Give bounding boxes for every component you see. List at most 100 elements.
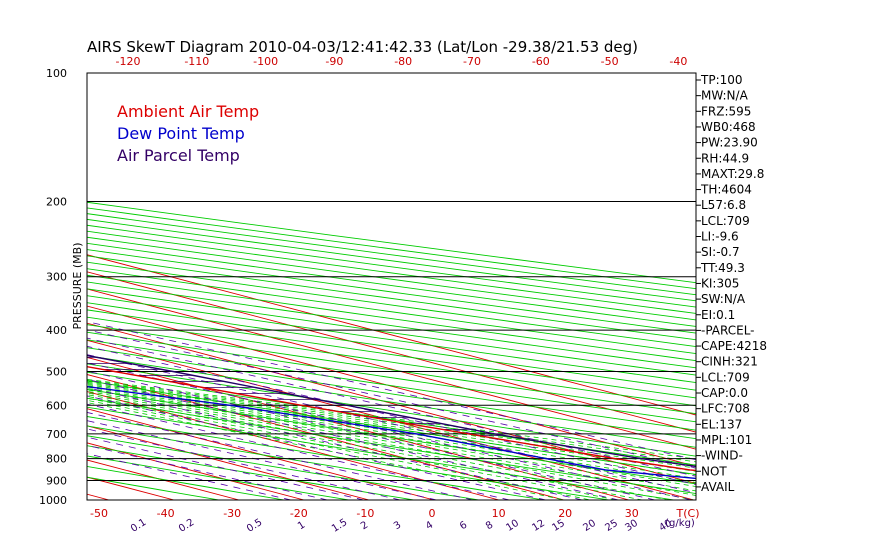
- mixing-ratio-tick-label: 30: [623, 518, 640, 534]
- mixing-ratio-tick-label: 4: [424, 520, 435, 533]
- dry-adiabat-line: [87, 242, 696, 327]
- moist-adiabat-line: [87, 390, 696, 496]
- stability-index: SW:N/A: [701, 292, 746, 306]
- moist-adiabat-line: [87, 392, 696, 500]
- stability-index: RH:44.9: [701, 151, 749, 165]
- dry-adiabat-line: [87, 416, 612, 500]
- moist-adiabat-line: [87, 396, 645, 500]
- pressure-tick-label: 800: [46, 453, 67, 466]
- pressure-tick-label: 900: [46, 474, 67, 487]
- pressure-tick-label: 300: [46, 271, 67, 284]
- dewpoint-temp-line: [87, 385, 696, 480]
- chart-title: AIRS SkewT Diagram 2010-04-03/12:41:42.3…: [87, 38, 638, 56]
- parcel-temp-line: [87, 354, 696, 468]
- dry-adiabat-line: [87, 435, 482, 500]
- stability-index: TP:100: [700, 73, 743, 87]
- mixing-ratio-tick-label: 2: [359, 520, 370, 533]
- pressure-tick-label: 1000: [39, 494, 67, 507]
- dry-adiabat-line: [87, 465, 287, 500]
- dry-adiabat-line: [87, 445, 417, 500]
- moist-adiabat-line: [87, 387, 696, 487]
- stability-index: EI:0.1: [701, 308, 735, 322]
- stability-index: NOT: [701, 464, 727, 478]
- dry-adiabat-line: [87, 316, 696, 407]
- stability-index: MW:N/A: [701, 89, 749, 103]
- bottom-temp-tick-label: -30: [223, 507, 241, 520]
- bottom-temp-tick-label: -40: [157, 507, 175, 520]
- pressure-tick-label: 200: [46, 196, 67, 209]
- temp-unit-label: T(C): [676, 507, 700, 520]
- legend-entry: Dew Point Temp: [117, 124, 245, 143]
- profiles: [87, 354, 696, 480]
- dry-adiabat-line: [87, 224, 696, 308]
- stability-index: L57:6.8: [701, 198, 746, 212]
- dry-adiabat-line: [87, 388, 696, 485]
- bottom-temp-tick-label: 30: [625, 507, 639, 520]
- top-temp-tick-label: -60: [532, 55, 550, 68]
- isotherm-line: [87, 356, 630, 500]
- stability-index: EL:137: [701, 417, 742, 431]
- stability-index: PW:23.90: [701, 136, 758, 150]
- bottom-temp-tick-label: -50: [90, 507, 108, 520]
- legend-entry: Ambient Air Temp: [117, 102, 259, 121]
- stability-index: TT:49.3: [700, 261, 745, 275]
- dry-adiabat-line: [87, 406, 677, 500]
- mixing-ratio-tick-label: 0.1: [129, 517, 148, 535]
- pressure-tick-label: 700: [46, 428, 67, 441]
- dry-adiabat-line: [87, 218, 696, 302]
- isotherm-line: [87, 305, 696, 467]
- pressure-tick-label: 500: [46, 365, 67, 378]
- isotherm-line: [87, 425, 370, 500]
- bottom-temp-tick-label: 0: [429, 507, 436, 520]
- y-axis-label: PRESSURE (MB): [71, 243, 84, 330]
- legend: Ambient Air Temp Dew Point Temp Air Parcel…: [117, 102, 259, 165]
- top-temp-tick-label: -50: [601, 55, 619, 68]
- top-temp-tick-label: -120: [116, 55, 141, 68]
- dry-adiabat-line: [87, 230, 696, 314]
- top-temp-tick-label: -110: [184, 55, 209, 68]
- stability-index: CAP:0.0: [701, 386, 748, 400]
- moist-adiabat-line: [87, 379, 696, 463]
- stability-index: MAXT:29.8: [701, 167, 764, 181]
- stability-index: CAPE:4218: [701, 339, 767, 353]
- stability-index: LFC:708: [701, 402, 750, 416]
- moist-adiabat-line: [87, 386, 696, 483]
- mixing-ratio-tick-label: 6: [458, 520, 469, 533]
- top-temp-tick-label: -100: [253, 55, 278, 68]
- mixing-ratio-tick-label: 20: [581, 518, 598, 534]
- dry-adiabat-line: [87, 455, 352, 500]
- mixing-ratio-tick-label: 8: [484, 520, 495, 533]
- dry-adiabat-line: [87, 331, 696, 423]
- isotherm-line: [87, 339, 695, 500]
- dry-adiabat-line: [87, 339, 696, 431]
- bottom-temp-tick-label: 20: [558, 507, 572, 520]
- isotherm-line: [87, 288, 696, 450]
- dry-adiabat-line: [87, 236, 696, 321]
- stability-index: LCL:709: [701, 214, 750, 228]
- dry-adiabat-line: [87, 201, 696, 284]
- pressure-tick-label: 100: [46, 67, 67, 80]
- stability-index: LI:-9.6: [701, 230, 739, 244]
- mixing-ratio-tick-label: 10: [504, 518, 521, 534]
- top-temp-tick-label: -40: [669, 55, 687, 68]
- dry-adiabat-line: [87, 249, 696, 334]
- mixing-ratio-tick-label: 3: [392, 520, 403, 533]
- mixing-ratio-tick-label: 25: [603, 518, 620, 534]
- moist-adiabat-line: [87, 380, 696, 466]
- top-temp-tick-label: -70: [463, 55, 481, 68]
- mixing-ratio-tick-label: 0.2: [177, 517, 196, 535]
- mixing-ratio-tick-label: 15: [550, 518, 567, 534]
- stability-index: -PARCEL-: [701, 323, 755, 337]
- dry-adiabat-line: [87, 371, 696, 466]
- stability-index: LCL:709: [701, 370, 750, 384]
- plot-frame: [86, 72, 697, 501]
- stability-index: FRZ:595: [701, 104, 751, 118]
- ambient-temp-line: [87, 365, 696, 472]
- top-temp-tick-label: -80: [394, 55, 412, 68]
- stability-index: KI:305: [701, 276, 739, 290]
- mixing-ratio-tick-label: 0.5: [245, 517, 264, 535]
- bottom-temp-tick-label: -20: [290, 507, 308, 520]
